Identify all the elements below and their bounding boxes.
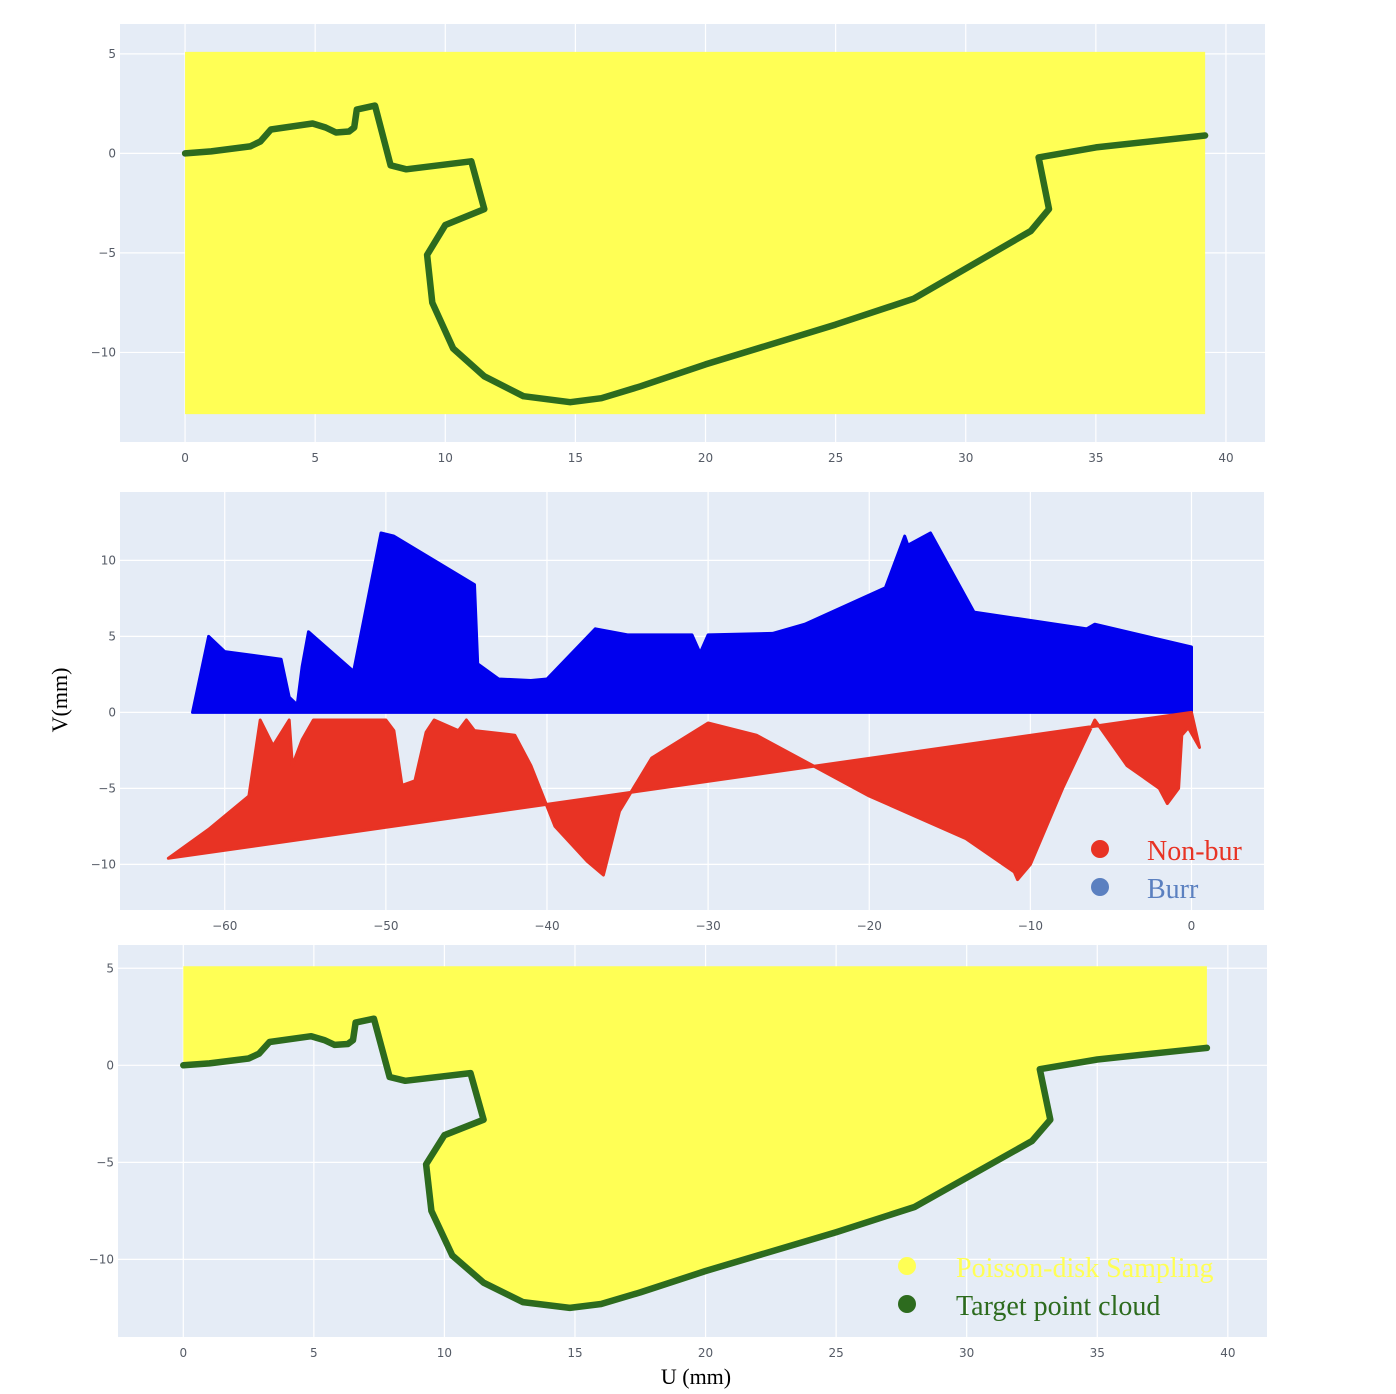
x-tick-label: 40 — [1220, 1346, 1235, 1360]
x-tick-label: 35 — [1088, 451, 1103, 465]
x-tick-label: 40 — [1218, 451, 1233, 465]
y-tick-label: 0 — [106, 1058, 114, 1072]
y-tick-label: −10 — [91, 857, 116, 871]
y-axis-label: V(mm) — [47, 668, 72, 733]
x-tick-label: 10 — [437, 1346, 452, 1360]
series-burr — [191, 531, 1193, 714]
x-tick-label: 15 — [567, 1346, 582, 1360]
y-tick-label: 0 — [108, 705, 116, 719]
y-tick-label: 5 — [108, 629, 116, 643]
x-tick-label: 0 — [181, 451, 189, 465]
panel-top: 0 5 10 15 20 25 30 35 40 5 0 −5 −10 — [91, 24, 1265, 465]
target-point-cloud-curve — [181, 102, 1209, 406]
legend-marker-poisson — [898, 1257, 916, 1275]
x-tick-label: 35 — [1090, 1346, 1105, 1360]
legend-marker-non-bur — [1091, 840, 1109, 858]
x-tick-label: 0 — [1188, 919, 1196, 933]
x-tick-label: 20 — [698, 1346, 713, 1360]
legend-marker-burr — [1091, 878, 1109, 896]
y-tick-label: −5 — [96, 1155, 114, 1169]
x-tick-label: 25 — [828, 1346, 843, 1360]
target-point-cloud-curve — [180, 1015, 1211, 1312]
y-tick-label: −10 — [91, 345, 116, 359]
y-tick-label: −5 — [98, 246, 116, 260]
x-tick-label: −30 — [695, 919, 720, 933]
legend-marker-target — [898, 1295, 916, 1313]
y-tick-label: 10 — [101, 553, 116, 567]
x-tick-label: 10 — [438, 451, 453, 465]
x-tick-label: −60 — [212, 919, 237, 933]
panel-middle: −60 −50 −40 −30 −20 −10 0 10 5 0 −5 −10 — [91, 492, 1264, 933]
x-tick-label: −40 — [534, 919, 559, 933]
x-tick-label: 25 — [828, 451, 843, 465]
legend-label-burr: Burr — [1147, 874, 1199, 905]
x-tick-label: 5 — [310, 1346, 318, 1360]
x-tick-label: 5 — [311, 451, 319, 465]
x-tick-label: 30 — [958, 451, 973, 465]
x-tick-label: 30 — [959, 1346, 974, 1360]
plot-data — [180, 966, 1211, 1312]
legend-label-non-bur: Non-bur — [1147, 836, 1243, 867]
y-tick-label: 5 — [108, 47, 116, 61]
plot-data — [181, 51, 1209, 415]
y-tick-label: −5 — [98, 781, 116, 795]
plot-data — [166, 531, 1201, 882]
x-tick-label: −20 — [857, 919, 882, 933]
x-tick-label: 0 — [179, 1346, 187, 1360]
y-tick-label: 5 — [106, 961, 114, 975]
sampling-region — [185, 51, 1206, 415]
x-axis-label: U (mm) — [661, 1364, 731, 1389]
legend-label-target-point-cloud: Target point cloud — [956, 1291, 1160, 1322]
y-tick-label: 0 — [108, 146, 116, 160]
x-tick-label: 20 — [698, 451, 713, 465]
legend-label-poisson-disk-sampling: Poisson-disk Sampling — [956, 1253, 1213, 1284]
y-tick-label: −10 — [89, 1252, 114, 1266]
series-non-bur — [166, 710, 1201, 882]
panel-bottom: 0 5 10 15 20 25 30 35 40 5 0 −5 −10 — [89, 945, 1267, 1360]
x-tick-label: 15 — [568, 451, 583, 465]
x-tick-label: −50 — [373, 919, 398, 933]
x-tick-label: −10 — [1018, 919, 1043, 933]
